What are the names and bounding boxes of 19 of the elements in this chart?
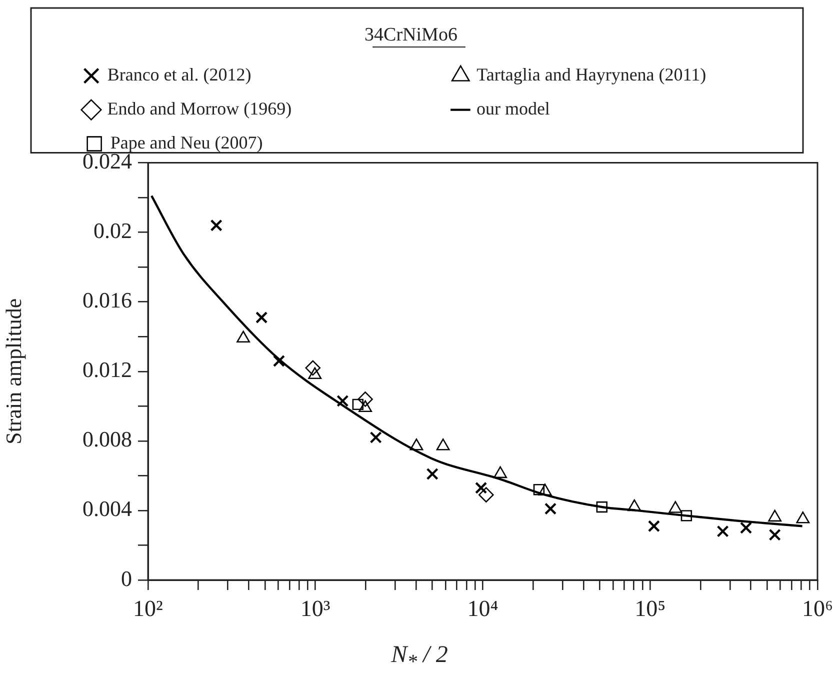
y-tick-label: 0.016	[82, 288, 132, 313]
x-tick-label: 10²	[133, 596, 164, 621]
y-tick-label: 0.02	[94, 218, 132, 244]
legend-label: Pape and Neu (2007)	[110, 132, 735, 153]
y-tick-label: 0.004	[82, 496, 132, 522]
y-tick-label: 0.008	[82, 426, 132, 452]
legend-label: Endo and Morrow (1969)	[107, 98, 438, 119]
x-tick-label: 10⁴	[467, 596, 498, 621]
x-axis-title: N$_{*}$ / 2	[390, 642, 449, 674]
legend-title: 34CrNiMo6	[364, 24, 458, 46]
y-tick-label: 0	[121, 566, 132, 591]
x-tick-label: 10³	[300, 596, 330, 621]
y-tick-label: 0.012	[82, 357, 132, 382]
legend-label: Tartaglia and Hayrynena (2011)	[476, 64, 738, 85]
y-axis-title: Strain amplitude	[0, 298, 26, 444]
x-tick-label: 10⁵	[634, 596, 666, 621]
legend-label: our model	[476, 98, 738, 119]
legend-label: Branco et al. (2012)	[107, 64, 438, 85]
x-tick-label: 10⁶	[802, 596, 834, 621]
